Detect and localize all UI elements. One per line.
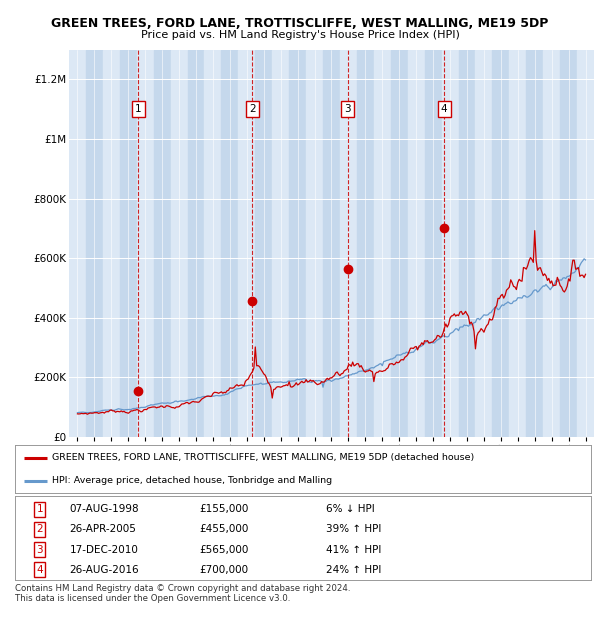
Text: 6% ↓ HPI: 6% ↓ HPI <box>326 505 375 515</box>
Bar <box>357 50 374 437</box>
Text: 17-DEC-2010: 17-DEC-2010 <box>70 544 139 554</box>
Bar <box>391 50 408 437</box>
Text: HPI: Average price, detached house, Tonbridge and Malling: HPI: Average price, detached house, Tonb… <box>52 476 332 485</box>
Bar <box>526 50 543 437</box>
Bar <box>103 50 120 437</box>
Text: 1: 1 <box>37 505 43 515</box>
Bar <box>188 50 205 437</box>
Bar <box>86 50 103 437</box>
Bar <box>238 50 255 437</box>
Bar <box>442 50 458 437</box>
Bar <box>408 50 425 437</box>
Text: 39% ↑ HPI: 39% ↑ HPI <box>326 525 382 534</box>
Text: £565,000: £565,000 <box>199 544 248 554</box>
Text: 4: 4 <box>441 104 448 114</box>
Text: GREEN TREES, FORD LANE, TROTTISCLIFFE, WEST MALLING, ME19 5DP: GREEN TREES, FORD LANE, TROTTISCLIFFE, W… <box>52 17 548 30</box>
Text: 24% ↑ HPI: 24% ↑ HPI <box>326 565 382 575</box>
Bar <box>543 50 560 437</box>
Text: 2: 2 <box>37 525 43 534</box>
Text: 4: 4 <box>37 565 43 575</box>
Text: 07-AUG-1998: 07-AUG-1998 <box>70 505 139 515</box>
Text: 26-APR-2005: 26-APR-2005 <box>70 525 137 534</box>
Text: 2: 2 <box>249 104 256 114</box>
Bar <box>323 50 340 437</box>
Bar <box>255 50 272 437</box>
Text: 3: 3 <box>37 544 43 554</box>
Bar <box>340 50 357 437</box>
Bar <box>493 50 509 437</box>
Bar <box>205 50 221 437</box>
Bar <box>577 50 594 437</box>
Text: 1: 1 <box>135 104 142 114</box>
Bar <box>221 50 238 437</box>
Text: £155,000: £155,000 <box>199 505 248 515</box>
Text: 41% ↑ HPI: 41% ↑ HPI <box>326 544 382 554</box>
Bar <box>170 50 188 437</box>
Text: 26-AUG-2016: 26-AUG-2016 <box>70 565 139 575</box>
Text: Contains HM Land Registry data © Crown copyright and database right 2024.
This d: Contains HM Land Registry data © Crown c… <box>15 584 350 603</box>
Bar <box>120 50 137 437</box>
Text: 3: 3 <box>344 104 351 114</box>
Bar <box>69 50 86 437</box>
Bar <box>154 50 170 437</box>
Bar <box>458 50 475 437</box>
Bar <box>272 50 289 437</box>
Bar <box>509 50 526 437</box>
Bar <box>475 50 493 437</box>
Bar <box>289 50 306 437</box>
Text: GREEN TREES, FORD LANE, TROTTISCLIFFE, WEST MALLING, ME19 5DP (detached house): GREEN TREES, FORD LANE, TROTTISCLIFFE, W… <box>52 453 475 462</box>
Bar <box>425 50 442 437</box>
Bar <box>374 50 391 437</box>
Bar <box>306 50 323 437</box>
Text: £455,000: £455,000 <box>199 525 248 534</box>
Text: Price paid vs. HM Land Registry's House Price Index (HPI): Price paid vs. HM Land Registry's House … <box>140 30 460 40</box>
Bar <box>137 50 154 437</box>
Text: £700,000: £700,000 <box>199 565 248 575</box>
Bar <box>560 50 577 437</box>
